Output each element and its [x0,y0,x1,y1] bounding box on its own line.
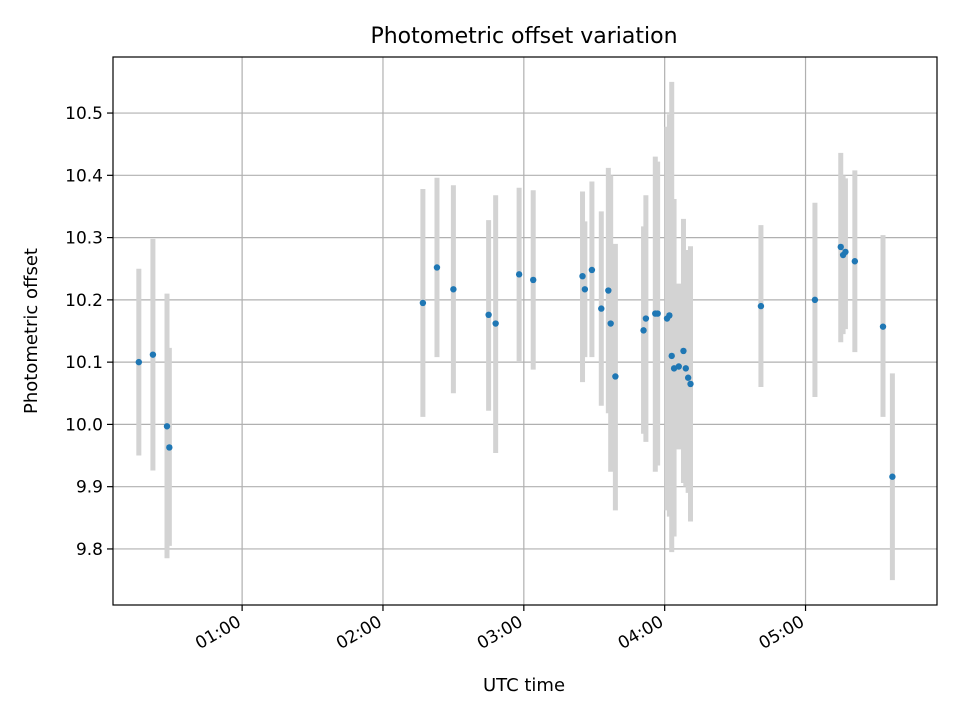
data-point [668,352,675,360]
data-point [612,373,619,380]
data-point [687,380,694,388]
data-point [605,287,612,294]
grid [113,57,937,605]
data-point [515,271,523,278]
data-point [666,312,673,319]
data-point [889,473,896,480]
data-point [684,374,692,381]
data-point [642,315,650,322]
data-point [851,258,859,265]
data-point [433,264,441,271]
x-tick-label: 04:00 [615,612,667,654]
y-tick-label: 9.8 [76,540,103,560]
data-point [607,320,614,327]
data-points [135,243,896,480]
data-point [879,323,887,330]
data-point [757,302,765,310]
y-tick-label: 10.4 [65,166,103,186]
data-point [166,444,173,451]
y-tick-label: 10.0 [65,415,103,435]
data-point [680,347,687,355]
chart-title: Photometric offset variation [370,24,677,49]
data-point [581,286,589,293]
data-point [419,299,427,307]
x-tick-label: 02:00 [333,612,385,654]
data-point [654,310,661,317]
data-point [842,248,849,256]
x-axis-label: UTC time [483,675,565,696]
x-tick-label: 05:00 [756,612,808,654]
data-point [811,296,819,304]
data-point [598,305,605,312]
y-tick-label: 10.1 [65,353,103,373]
data-point [450,286,457,293]
data-point [135,358,143,366]
y-tick-label: 9.9 [76,478,103,498]
data-point [640,327,647,334]
plot-frame [112,56,938,606]
y-tick-label: 10.5 [65,104,103,124]
x-tick-label: 03:00 [474,612,526,654]
data-point [163,423,171,430]
data-point [675,363,682,370]
y-tick-label: 10.3 [65,229,103,249]
y-tick-label: 10.2 [65,291,103,311]
data-point [579,273,586,280]
y-axis-label: Photometric offset [21,248,42,414]
data-point [485,311,492,319]
x-tick-label: 01:00 [192,612,244,654]
data-point [530,276,537,284]
data-point [149,351,157,358]
data-point [682,365,690,372]
error-bars [136,81,895,581]
data-point [492,320,499,327]
data-point [837,243,844,251]
data-point [588,266,596,274]
